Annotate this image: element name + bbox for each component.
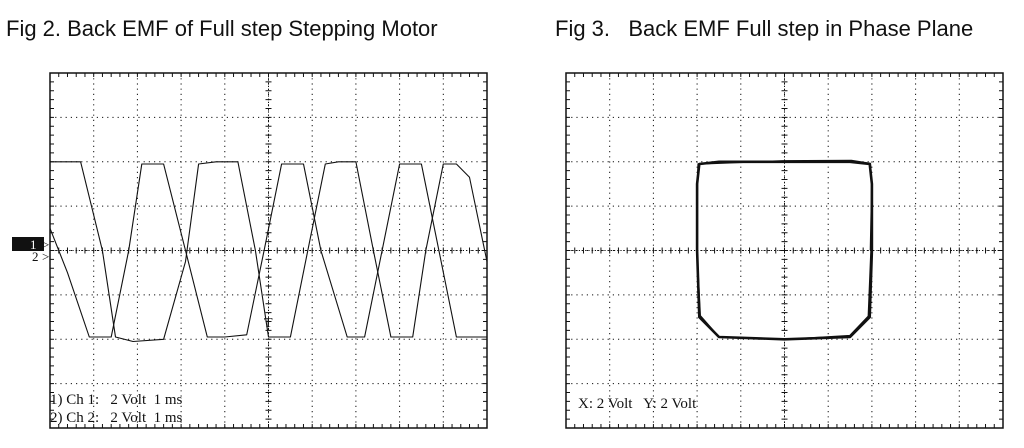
fig2-title: Fig 2. Back EMF of Full step Stepping Mo…: [6, 16, 438, 41]
svg-text:>: >: [42, 237, 49, 252]
fig2-settings-ch2: 2) Ch 2: 2 Volt 1 ms: [50, 410, 183, 426]
fig2-oscilloscope: 1 > 2 > T 1) Ch 1: 2 Volt 1 ms 2) Ch 2: …: [12, 72, 488, 429]
fig2-grid: [49, 72, 488, 429]
fig2-trigger-marker: T: [264, 316, 273, 331]
fig3-traces: [695, 159, 874, 341]
trace-ch-1: [50, 161, 488, 343]
fig2-settings-ch1: 1) Ch 1: 2 Volt 1 ms: [50, 392, 183, 408]
fig3-settings: X: 2 Volt Y: 2 Volt: [578, 396, 697, 412]
svg-text:2: 2: [32, 249, 39, 264]
fig2-traces: [49, 161, 488, 343]
trace-noise: [696, 159, 873, 341]
svg-text:>: >: [42, 249, 49, 264]
trace-ch-2: [49, 163, 487, 338]
fig3-title: Fig 3. Back EMF Full step in Phase Plane: [555, 16, 974, 41]
fig2-channel-marker-1: 1 >: [12, 237, 49, 252]
svg-text:1: 1: [30, 237, 37, 252]
fig3-oscilloscope: X: 2 Volt Y: 2 Volt: [565, 72, 1004, 429]
fig2-channel-marker-2: 2 >: [32, 249, 49, 264]
